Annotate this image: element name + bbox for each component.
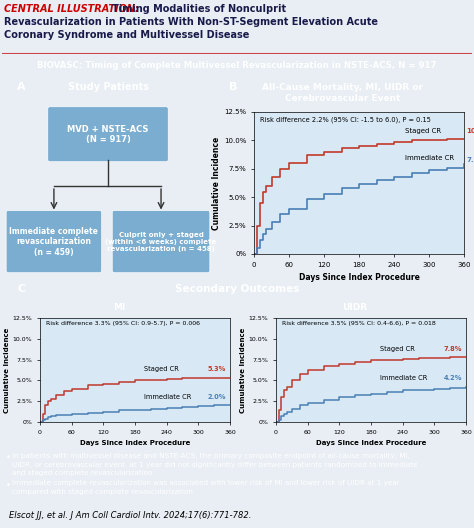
X-axis label: Days Since Index Procedure: Days Since Index Procedure (316, 440, 426, 446)
Text: Coronary Syndrome and Multivessel Disease: Coronary Syndrome and Multivessel Diseas… (4, 30, 249, 40)
Y-axis label: Cumulative Incidence: Cumulative Incidence (4, 327, 10, 413)
X-axis label: Days Since Index Procedure: Days Since Index Procedure (299, 273, 419, 282)
Text: 7.9%: 7.9% (466, 157, 474, 163)
Text: Risk difference 2.2% (95% CI: -1.5 to 6.0), P = 0.15: Risk difference 2.2% (95% CI: -1.5 to 6.… (260, 116, 431, 122)
Text: Staged CR: Staged CR (381, 346, 415, 352)
Text: Secondary Outcomes: Secondary Outcomes (175, 284, 299, 294)
Text: Timing Modalities of Nonculprit: Timing Modalities of Nonculprit (112, 4, 286, 14)
FancyBboxPatch shape (6, 211, 102, 273)
Text: 5.3%: 5.3% (208, 366, 226, 372)
Text: Culprit only + staged
(within <6 weeks) complete
revascularization (n = 458): Culprit only + staged (within <6 weeks) … (105, 232, 217, 252)
FancyBboxPatch shape (112, 211, 210, 273)
Text: Staged CR: Staged CR (145, 366, 179, 372)
Text: Immediate CR: Immediate CR (405, 155, 454, 161)
FancyBboxPatch shape (48, 107, 168, 162)
Text: Elscot JJ, et al. J Am Coll Cardiol Intv. 2024;17(6):771-782.: Elscot JJ, et al. J Am Coll Cardiol Intv… (9, 511, 251, 520)
X-axis label: Days Since Index Procedure: Days Since Index Procedure (80, 440, 190, 446)
Text: C: C (18, 284, 26, 294)
Text: MI: MI (113, 303, 125, 312)
Text: Immediate CR: Immediate CR (145, 394, 192, 400)
Y-axis label: Cumulative Incidence: Cumulative Incidence (212, 136, 221, 230)
Text: UIDR, or cerebrovascular event  at 1 year did not significantly differ between p: UIDR, or cerebrovascular event at 1 year… (12, 461, 418, 467)
Text: compared with staged complete revascularization: compared with staged complete revascular… (12, 489, 193, 495)
Text: Immediate complete
revascularization
(n = 459): Immediate complete revascularization (n … (9, 227, 99, 257)
Text: Risk difference 3.5% (95% CI: 0.4-6.6), P = 0.018: Risk difference 3.5% (95% CI: 0.4-6.6), … (282, 321, 436, 326)
Y-axis label: Cumulative Incidence: Cumulative Incidence (240, 327, 246, 413)
Text: Study Patients: Study Patients (67, 82, 148, 92)
Text: •: • (6, 480, 11, 489)
Text: Staged CR: Staged CR (405, 128, 441, 134)
Text: 2.0%: 2.0% (208, 394, 226, 400)
Text: MVD + NSTE-ACS
(N = 917): MVD + NSTE-ACS (N = 917) (67, 125, 149, 144)
Text: •: • (6, 453, 11, 462)
Text: 7.8%: 7.8% (444, 346, 462, 352)
Text: B: B (228, 82, 237, 91)
Text: Risk difference 3.3% (95% CI: 0.9-5.7), P = 0.006: Risk difference 3.3% (95% CI: 0.9-5.7), … (46, 321, 200, 326)
Text: A: A (17, 82, 25, 92)
Text: CENTRAL ILLUSTRATION:: CENTRAL ILLUSTRATION: (4, 4, 142, 14)
Text: 10.1%: 10.1% (466, 128, 474, 134)
Text: Immediate complete revascularization was associated with lower risk of MI and lo: Immediate complete revascularization was… (12, 480, 400, 486)
Text: In patients with multivessel disease and NSTE-ACS, the primary composite endpoin: In patients with multivessel disease and… (12, 453, 410, 459)
Text: UIDR: UIDR (342, 303, 367, 312)
Text: BIOVASC: Timing of Complete Multivessel Revascularization in NSTE-ACS, N = 917: BIOVASC: Timing of Complete Multivessel … (37, 61, 437, 71)
Text: Immediate CR: Immediate CR (381, 375, 428, 381)
Text: All-Cause Mortality, MI, UIDR or
Cerebrovascular Event: All-Cause Mortality, MI, UIDR or Cerebro… (263, 83, 423, 103)
Text: Revascularization in Patients With Non-ST-Segment Elevation Acute: Revascularization in Patients With Non-S… (4, 17, 378, 27)
Text: and staged complete revascularization: and staged complete revascularization (12, 470, 153, 476)
Text: 4.2%: 4.2% (444, 375, 462, 381)
